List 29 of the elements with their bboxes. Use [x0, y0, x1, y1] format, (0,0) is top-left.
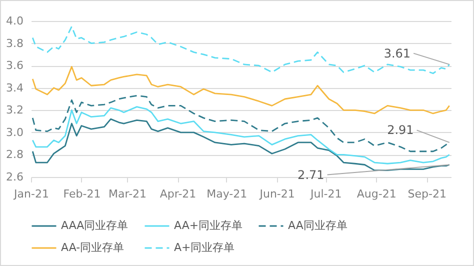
y-tick-label: 2.8 [6, 148, 24, 162]
line-series [32, 118, 450, 172]
legend-label: A+同业存单 [174, 241, 235, 254]
annotation: 2.91 [387, 123, 414, 138]
x-tick-label: Sep-21 [408, 188, 446, 200]
legend-label: AAA同业存单 [61, 219, 128, 232]
line-series [32, 106, 450, 164]
annotation: 3.61 [384, 46, 411, 60]
y-tick-label: 3.0 [6, 126, 24, 139]
x-tick-label: Feb-21 [63, 188, 101, 200]
y-tick-label: 3.6 [6, 59, 24, 72]
x-tick-label: Jun-21 [258, 188, 295, 200]
y-tick-label: 3.4 [6, 81, 24, 94]
x-tick-label: Jul-21 [310, 188, 342, 200]
annotation: 2.71 [298, 168, 324, 182]
legend-label: AA+同业存单 [174, 219, 243, 232]
x-tick-label: Mar-21 [108, 188, 147, 200]
y-tick-label: 3.2 [6, 104, 24, 117]
y-tick-label: 4.0 [6, 14, 24, 28]
x-tick-label: Jan-21 [13, 188, 49, 200]
x-tick-label: May-21 [206, 188, 248, 200]
x-tick-label: Apr-21 [160, 188, 196, 200]
line-series [32, 26, 450, 74]
y-tick-label: 3.8 [6, 36, 24, 50]
legend-label: AA-同业存单 [61, 241, 124, 254]
line-series [32, 66, 450, 114]
y-tick-label: 2.6 [6, 170, 24, 184]
x-tick-label: Aug-21 [356, 188, 396, 200]
legend-label: AA同业存单 [288, 219, 348, 232]
